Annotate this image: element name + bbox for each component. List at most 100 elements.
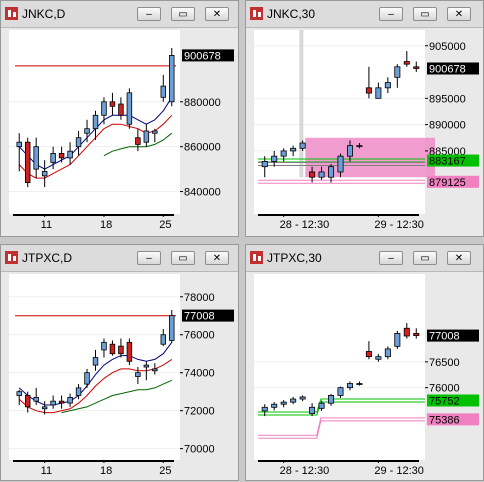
level-price-tag	[427, 413, 479, 426]
candle-body	[365, 87, 372, 94]
last-price-tag	[182, 49, 234, 62]
plot-area[interactable]	[9, 274, 180, 460]
candle-body	[356, 383, 363, 385]
candle-body	[290, 147, 297, 152]
candle-body	[346, 145, 353, 157]
window-titlebar[interactable]: JTPXC,30 – ▭ ✕	[246, 245, 483, 272]
candle-body	[375, 87, 382, 99]
chart-svg: 9050009006788950008900008850008831678791…	[254, 30, 479, 231]
candle-body	[280, 150, 287, 157]
candle-body	[261, 161, 268, 168]
candle-body	[135, 137, 141, 145]
candle-body	[135, 372, 141, 377]
candle-body	[309, 171, 316, 178]
candle-body	[50, 400, 56, 406]
last-price-label: 77008	[184, 311, 215, 323]
candle-body	[403, 327, 410, 337]
window-titlebar[interactable]: JNKC,D – ▭ ✕	[1, 1, 238, 28]
x-tick-label: 25	[159, 219, 171, 231]
level-price-label: 75386	[429, 414, 460, 426]
window-titlebar[interactable]: JTPXC,D – ▭ ✕	[1, 245, 238, 272]
restore-button[interactable]: ▭	[413, 251, 437, 265]
minimize-icon: –	[146, 253, 152, 264]
candle-body	[413, 66, 420, 69]
candle-body	[337, 387, 344, 396]
minimize-button[interactable]: –	[137, 251, 161, 265]
chart-window-jtpxc-30[interactable]: JTPXC,30 – ▭ ✕ 77008 76500 76000 75752 75386…	[245, 244, 484, 481]
chart-app-icon	[250, 251, 263, 264]
close-icon: ✕	[454, 253, 464, 264]
chart-window-jtpxc-d[interactable]: JTPXC,D – ▭ ✕ 78000 77008 76000 74000 72000 7…	[0, 244, 239, 481]
y-tick-label: 76000	[184, 330, 215, 342]
ma-line	[61, 379, 173, 414]
candle-body	[261, 406, 268, 412]
y-tick-label: 76500	[429, 357, 460, 369]
candle-body	[101, 101, 107, 116]
candle-body	[50, 153, 56, 163]
close-button[interactable]: ✕	[205, 251, 229, 265]
minimize-button[interactable]: –	[137, 7, 161, 21]
candle-body	[75, 137, 82, 148]
candle-body	[109, 101, 116, 107]
y-tick-label: 78000	[184, 292, 215, 304]
close-button[interactable]: ✕	[205, 7, 229, 21]
candle-body	[152, 130, 158, 134]
candle-body	[280, 401, 287, 405]
level-price-tag	[427, 394, 479, 407]
candle-body	[126, 92, 133, 125]
candle-body	[318, 402, 325, 409]
close-button[interactable]: ✕	[447, 7, 471, 21]
y-tick-label: 72000	[184, 406, 215, 418]
window-title: JTPXC,D	[22, 251, 73, 265]
y-tick-label: 74000	[184, 368, 215, 380]
chart-svg: 78000 77008 76000 74000 72000 70000 11 18 25	[9, 292, 234, 477]
candle-body	[109, 343, 116, 355]
x-tick-label: 29 - 12:30	[374, 465, 424, 477]
candle-body	[118, 103, 124, 116]
restore-icon: ▭	[420, 9, 430, 20]
window-titlebar[interactable]: JNKC,30 – ▭ ✕	[246, 1, 483, 28]
x-tick-label: 28 - 12:30	[280, 219, 330, 231]
window-title: JTPXC,30	[267, 251, 322, 265]
candle-body	[318, 171, 325, 178]
candle-body	[67, 396, 73, 404]
candle-body	[24, 141, 31, 183]
close-button[interactable]: ✕	[447, 251, 471, 265]
last-price-label: 900678	[429, 63, 466, 75]
minimize-button[interactable]: –	[379, 251, 403, 265]
candle-body	[169, 55, 175, 103]
candle-body	[143, 364, 150, 368]
level-line	[258, 417, 425, 436]
y-tick-label: 880000	[184, 97, 221, 109]
chart-window-jnkc-d[interactable]: JNKC,D – ▭ ✕ 900678 880000 860000 840000 11 1…	[0, 0, 239, 237]
restore-icon: ▭	[178, 253, 188, 264]
candle-body	[309, 406, 316, 414]
restore-icon: ▭	[178, 9, 188, 20]
candle-body	[16, 141, 22, 148]
y-tick-label: 890000	[429, 120, 466, 132]
candle-body	[58, 153, 65, 159]
candle-body	[403, 61, 410, 65]
candle-body	[126, 341, 133, 362]
candle-body	[41, 170, 48, 177]
chart-window-jnkc-30[interactable]: JNKC,30 – ▭ ✕ 905000 900678 895000 890000 88…	[245, 0, 484, 237]
restore-button[interactable]: ▭	[171, 251, 195, 265]
candle-body	[160, 334, 167, 345]
chart-app-icon	[5, 7, 18, 20]
candle-body	[24, 395, 31, 408]
candle-body	[41, 406, 48, 410]
y-tick-label: 840000	[184, 187, 221, 199]
restore-button[interactable]: ▭	[413, 7, 437, 21]
restore-button[interactable]: ▭	[171, 7, 195, 21]
minimize-button[interactable]: –	[379, 7, 403, 21]
x-tick-label: 25	[159, 465, 171, 477]
candle-body	[92, 357, 99, 366]
candle-body	[384, 82, 391, 89]
y-tick-label: 895000	[429, 93, 466, 105]
close-icon: ✕	[454, 9, 464, 20]
candle-body	[413, 333, 420, 336]
candle-body	[394, 66, 401, 78]
x-tick-label: 18	[100, 219, 112, 231]
plot-area[interactable]	[254, 274, 425, 460]
